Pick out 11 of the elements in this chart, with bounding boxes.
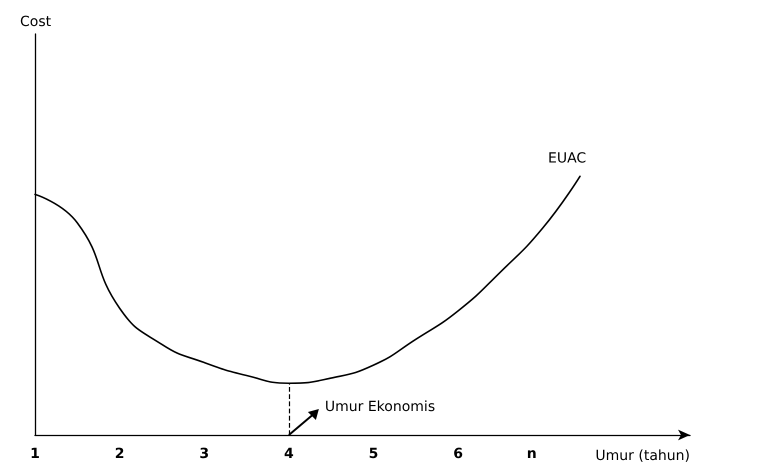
annotation: Umur Ekonomis [324, 399, 436, 415]
x-axis-title: Umur (tahun) [595, 448, 690, 464]
x-tick-label: 6 [453, 446, 463, 462]
x-tick-label: 5 [368, 446, 378, 462]
x-tick-label: 1 [30, 446, 40, 462]
series-label: EUAC [548, 150, 586, 166]
x-tick-label: 4 [284, 446, 294, 462]
x-tick-label: 3 [199, 446, 210, 462]
text: Cost [20, 14, 52, 30]
x-tick-label: 2 [114, 446, 124, 462]
x-tick-label: n [526, 446, 537, 462]
